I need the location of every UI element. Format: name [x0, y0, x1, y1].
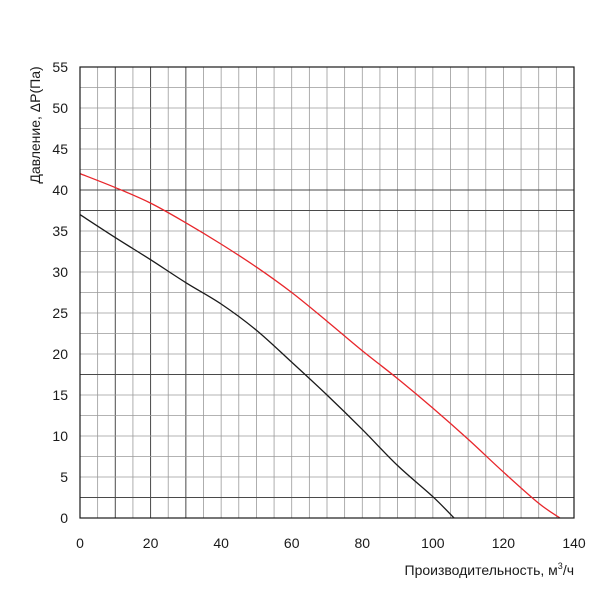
x-tick-label: 20 [143, 535, 159, 551]
x-axis-title-sup: 3 [558, 561, 563, 571]
x-tick-label: 100 [421, 535, 445, 551]
x-tick-label: 140 [562, 535, 586, 551]
x-tick-label: 40 [213, 535, 229, 551]
y-tick-label: 10 [52, 428, 68, 444]
y-tick-label: 55 [52, 59, 68, 75]
x-axis-title: Производительность, м3/ч [405, 561, 575, 578]
y-tick-label: 40 [52, 182, 68, 198]
x-tick-label: 0 [76, 535, 84, 551]
y-tick-label: 15 [52, 387, 68, 403]
y-tick-label: 20 [52, 346, 68, 362]
x-tick-label: 120 [492, 535, 516, 551]
y-tick-label: 5 [60, 469, 68, 485]
y-axis-title: Давление, ΔP(Па) [27, 66, 43, 183]
y-tick-label: 25 [52, 305, 68, 321]
y-tick-label: 50 [52, 100, 68, 116]
x-tick-label: 80 [354, 535, 370, 551]
grid [80, 67, 574, 518]
x-tick-labels: 0 20 40 60 80 100 120 140 [76, 535, 586, 551]
series-line-black [79, 214, 455, 519]
y-tick-label: 35 [52, 223, 68, 239]
plot-frame [79, 66, 575, 519]
x-tick-label: 60 [284, 535, 300, 551]
x-axis-title-main: Производительность, м [405, 562, 558, 578]
x-axis-title-suffix: /ч [563, 562, 574, 578]
y-tick-label: 45 [52, 141, 68, 157]
series-line-red [79, 172, 561, 519]
y-tick-labels: 0 5 10 15 20 25 30 35 40 45 50 55 [52, 59, 68, 526]
y-tick-label: 30 [52, 264, 68, 280]
y-tick-label: 0 [60, 510, 68, 526]
series-layer [79, 172, 561, 519]
